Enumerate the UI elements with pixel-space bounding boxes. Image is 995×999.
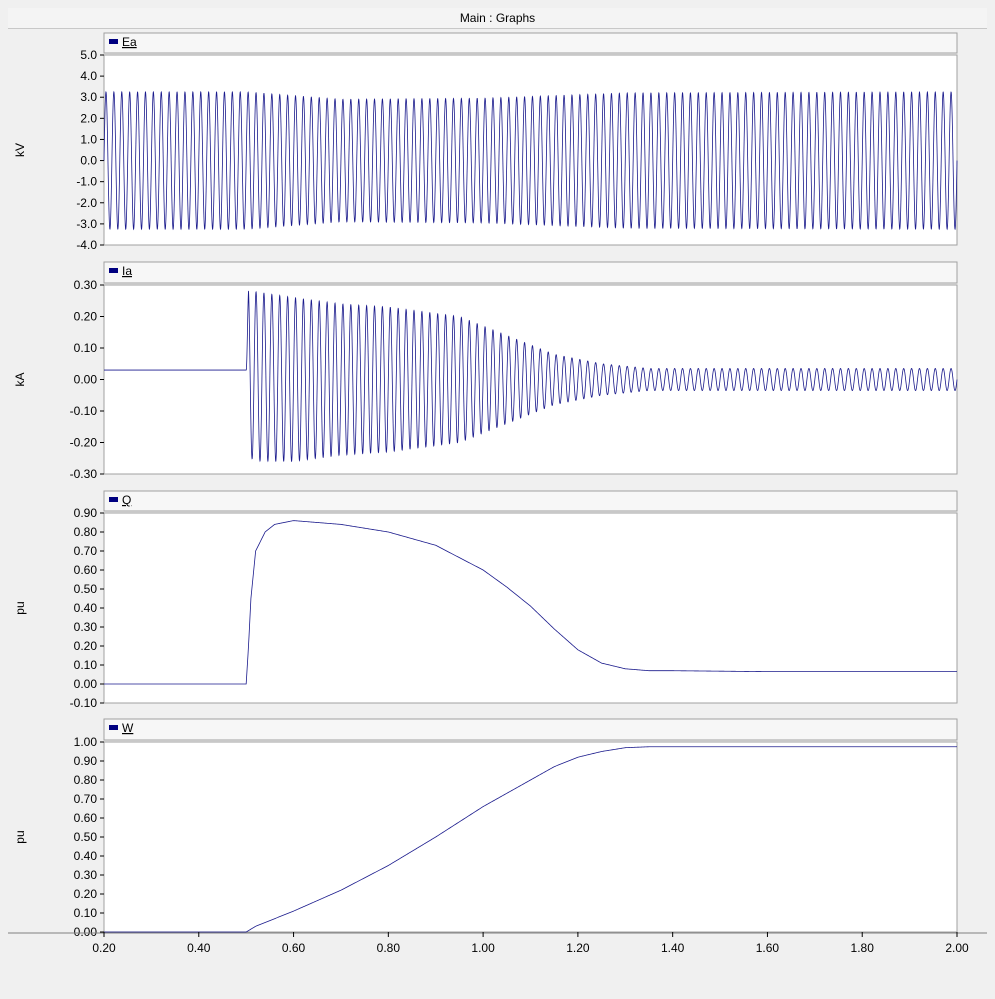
y-tick-label: 0.40	[74, 601, 98, 615]
y-tick-label: 0.50	[74, 830, 98, 844]
legend-marker-icon	[109, 39, 118, 44]
graph-panel-q: Q 0.90 0.80 0.70 0.60 0.50 0.40 0.30 0.20 0.10 0.0…	[13, 490, 958, 710]
legend-marker-icon	[109, 497, 118, 502]
y-tick-label: 0.40	[74, 849, 98, 863]
legend-label[interactable]: Ia	[122, 264, 132, 278]
y-tick-label: 0.50	[74, 582, 98, 596]
y-tick-label: 2.0	[80, 111, 97, 125]
x-tick-label: 0.40	[187, 941, 211, 955]
y-tick-label: -0.10	[70, 696, 98, 710]
x-tick-label: 2.00	[945, 941, 969, 955]
y-tick-label: 0.60	[74, 811, 98, 825]
y-tick-label: 0.10	[74, 906, 98, 920]
x-tick-label: 0.20	[92, 941, 116, 955]
y-tick-label: 0.00	[74, 925, 98, 939]
x-tick-label: 1.40	[661, 941, 685, 955]
graph-header	[103, 490, 958, 512]
y-tick-label: 0.90	[74, 754, 98, 768]
legend-marker-icon	[109, 268, 118, 273]
y-tick-label: 0.30	[74, 620, 98, 634]
y-tick-label: 1.0	[80, 132, 97, 146]
y-tick-label: 0.10	[74, 658, 98, 672]
x-tick-label: 0.60	[282, 941, 306, 955]
graph-header	[103, 32, 958, 54]
y-tick-label: 0.20	[74, 639, 98, 653]
y-tick-label: 0.30	[74, 278, 98, 292]
y-tick-label: 0.70	[74, 792, 98, 806]
y-tick-label: 1.00	[74, 735, 98, 749]
legend-label[interactable]: Q	[122, 493, 131, 507]
y-axis-label: pu	[13, 601, 27, 614]
graph-panel-w: W 1.00 0.90 0.80 0.70 0.60 0.50 0.40 0.30 0.20 0.1…	[8, 718, 987, 955]
graph-panel-ea: Ea 5.0 4.0 3.0 2.0 1.0 0.0 -1.0 -2.0 -3.0 -4.0 kV	[13, 32, 958, 252]
y-tick-label: -0.30	[70, 467, 98, 481]
graph-panel-ia: Ia 0.30 0.20 0.10 0.00 -0.10 -0.20 -0.30 kA	[13, 261, 958, 481]
y-tick-label: 4.0	[80, 69, 97, 83]
legend-label[interactable]: W	[122, 721, 134, 735]
y-tick-label: 3.0	[80, 90, 97, 104]
y-tick-label: -1.0	[76, 175, 97, 189]
x-tick-label: 0.80	[377, 941, 401, 955]
y-tick-label: -3.0	[76, 217, 97, 231]
y-tick-label: 0.10	[74, 341, 98, 355]
y-tick-label: 0.20	[74, 310, 98, 324]
x-tick-label: 1.80	[851, 941, 875, 955]
y-tick-label: 5.0	[80, 48, 97, 62]
series-line-w	[104, 746, 957, 933]
series-line-ia	[104, 290, 958, 463]
x-tick-label: 1.20	[566, 941, 590, 955]
y-tick-label: 0.20	[74, 887, 98, 901]
y-tick-label: 0.00	[74, 373, 98, 387]
series-line-q	[104, 520, 957, 685]
graph-header	[103, 718, 958, 741]
y-tick-label: 0.80	[74, 525, 98, 539]
y-axis-label: kA	[13, 372, 27, 386]
plot-area	[103, 741, 958, 933]
y-tick-label: 0.80	[74, 773, 98, 787]
x-tick-label: 1.00	[471, 941, 495, 955]
y-tick-label: -0.20	[70, 436, 98, 450]
x-tick-label: 1.60	[756, 941, 780, 955]
y-tick-label: 0.30	[74, 868, 98, 882]
y-tick-label: 0.00	[74, 677, 98, 691]
graph-header	[103, 261, 958, 284]
y-tick-label: -2.0	[76, 196, 97, 210]
y-tick-label: 0.0	[80, 154, 97, 168]
y-axis-label: kV	[13, 143, 27, 157]
plot-area	[103, 512, 958, 704]
y-tick-label: -0.10	[70, 404, 98, 418]
legend-label[interactable]: Ea	[122, 35, 137, 49]
series-line-ea	[103, 90, 958, 231]
y-tick-label: 0.70	[74, 544, 98, 558]
window-title: Main : Graphs	[8, 8, 987, 29]
y-tick-label: -4.0	[76, 238, 97, 252]
y-axis-label: pu	[13, 830, 27, 843]
y-tick-label: 0.90	[74, 506, 98, 520]
legend-marker-icon	[109, 725, 118, 730]
y-tick-label: 0.60	[74, 563, 98, 577]
